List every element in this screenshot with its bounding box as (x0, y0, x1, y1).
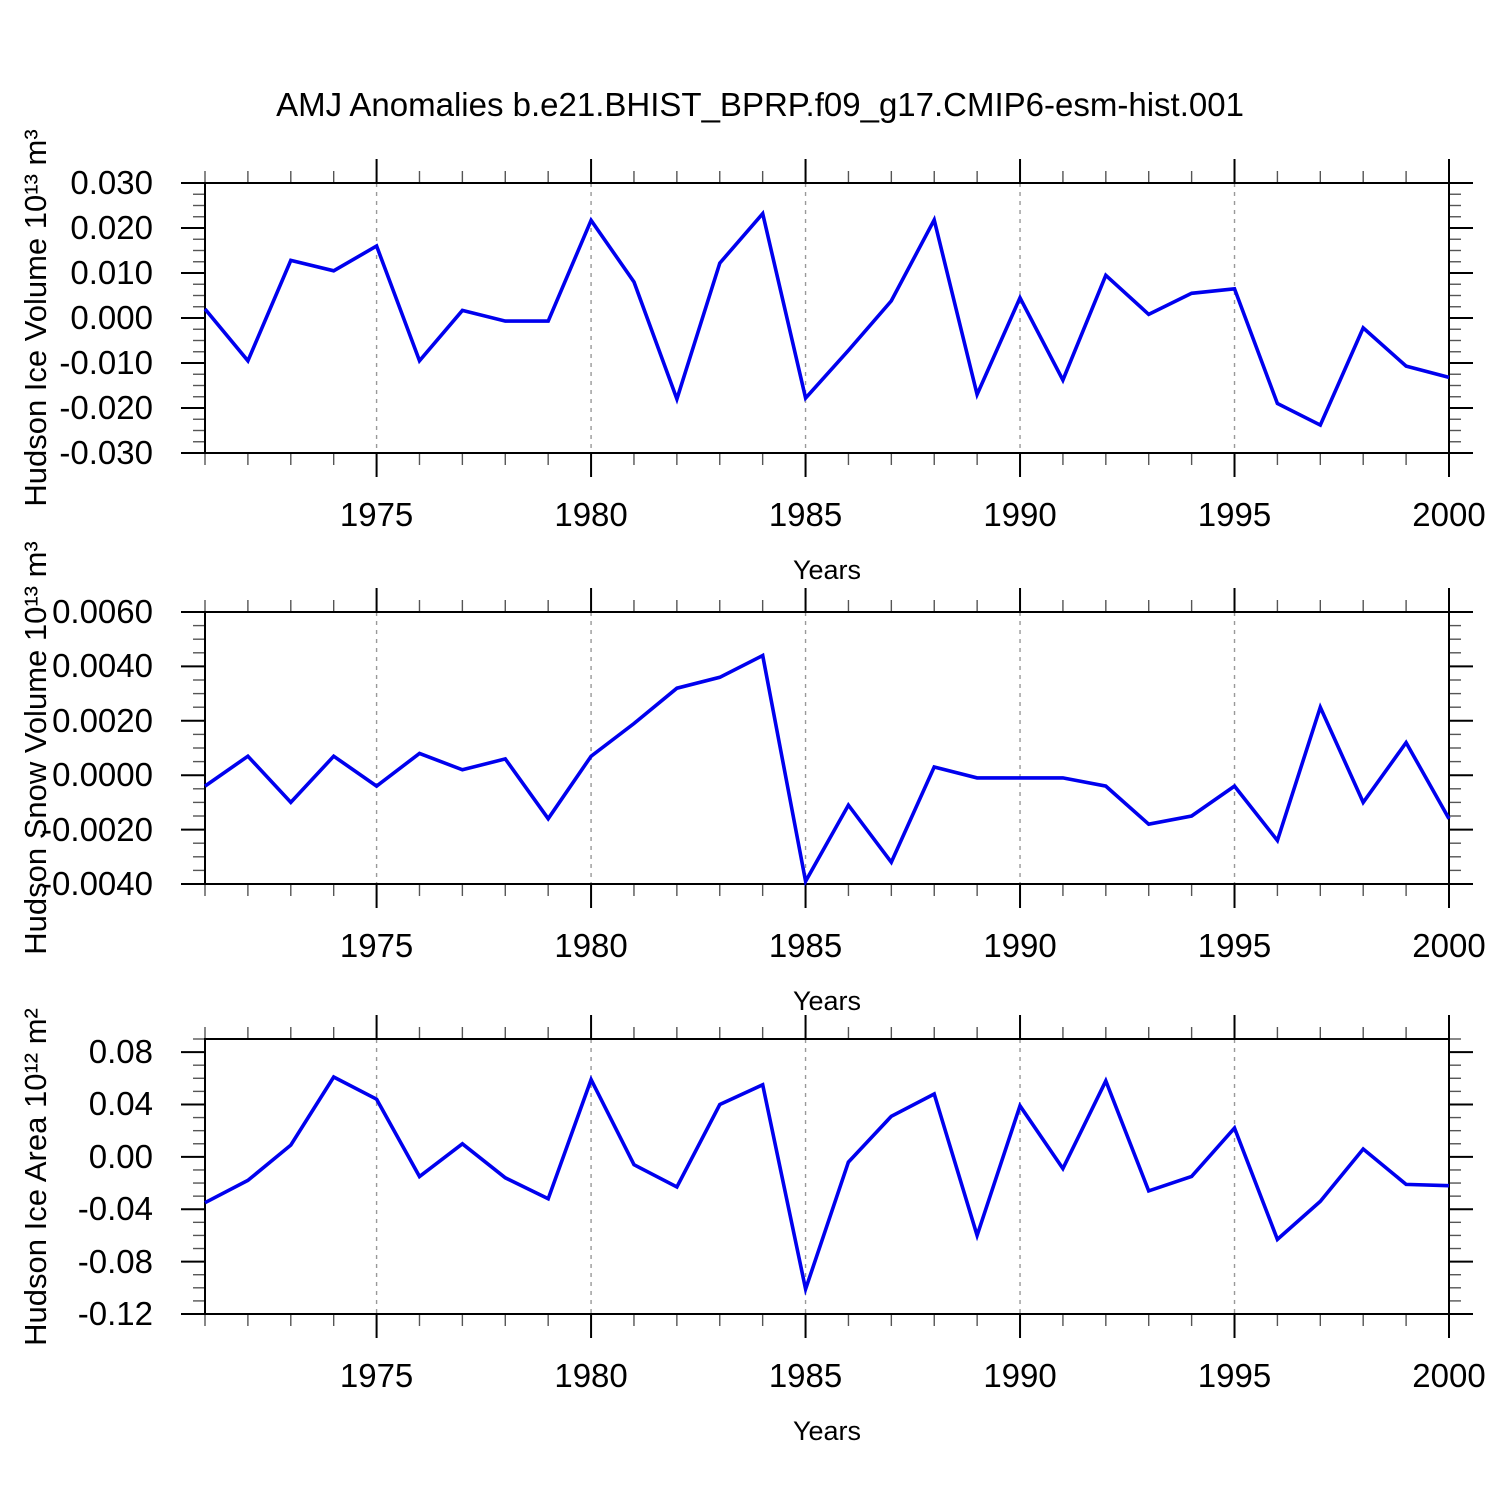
y-tick-label: 0.08 (88, 1033, 153, 1071)
x-tick-label: 2000 (1412, 1357, 1486, 1394)
x-axis-label-years-1: Years (792, 555, 862, 585)
y-tick-label: 0.000 (70, 299, 153, 336)
y-tick-label: -0.08 (77, 1242, 153, 1280)
y-tick-label: -0.0040 (41, 865, 153, 902)
x-tick-label: 1980 (554, 927, 628, 964)
y-tick-label: -0.030 (59, 434, 153, 471)
series-line-1 (203, 652, 1451, 887)
y-tick-label: -0.0020 (41, 810, 153, 848)
x-tick-label: 1985 (768, 1357, 843, 1394)
x-tick-label: 1985 (768, 927, 843, 964)
y-tick-label: -0.010 (59, 344, 153, 381)
x-tick-label: 1995 (1197, 927, 1272, 964)
y-tick-label: 0.00 (88, 1137, 153, 1175)
x-tick-label: 1975 (339, 1357, 414, 1394)
y-tick-label: 0.0040 (52, 647, 153, 685)
x-tick-label: 1985 (768, 496, 843, 533)
x-tick-label: 1980 (554, 1357, 628, 1394)
x-tick-label: 1980 (554, 496, 628, 533)
y-tick-label: 0.0000 (52, 756, 153, 794)
x-axis-label-years-2: Years (792, 986, 862, 1016)
x-tick-label: 1990 (983, 1357, 1057, 1394)
x-tick-label: 1990 (983, 927, 1057, 964)
chart-title: AMJ Anomalies b.e21.BHIST_BPRP.f09_g17.C… (276, 86, 1244, 123)
x-tick-label: 1975 (339, 927, 414, 964)
x-tick-label: 1995 (1197, 1357, 1272, 1394)
x-tick-label: 2000 (1412, 496, 1486, 533)
y-tick-label: 0.010 (70, 254, 153, 291)
y-tick-label: 0.0060 (52, 593, 153, 630)
y-tick-label: 0.020 (70, 209, 153, 246)
y-tick-label: -0.12 (77, 1295, 153, 1332)
x-axis-label-years-3: Years (792, 1416, 862, 1446)
x-tick-label: 1990 (983, 496, 1057, 533)
y-tick-label: -0.020 (59, 389, 153, 426)
series-line-0 (203, 209, 1450, 428)
y-tick-label: 0.0020 (52, 701, 153, 739)
y-tick-label: 0.04 (88, 1085, 153, 1123)
x-tick-label: 2000 (1412, 927, 1486, 964)
y-tick-label: -0.04 (77, 1190, 153, 1228)
y-tick-label: 0.030 (70, 164, 153, 201)
series-line-2 (204, 1074, 1450, 1296)
x-tick-label: 1975 (339, 496, 414, 533)
x-tick-label: 1995 (1197, 496, 1272, 533)
